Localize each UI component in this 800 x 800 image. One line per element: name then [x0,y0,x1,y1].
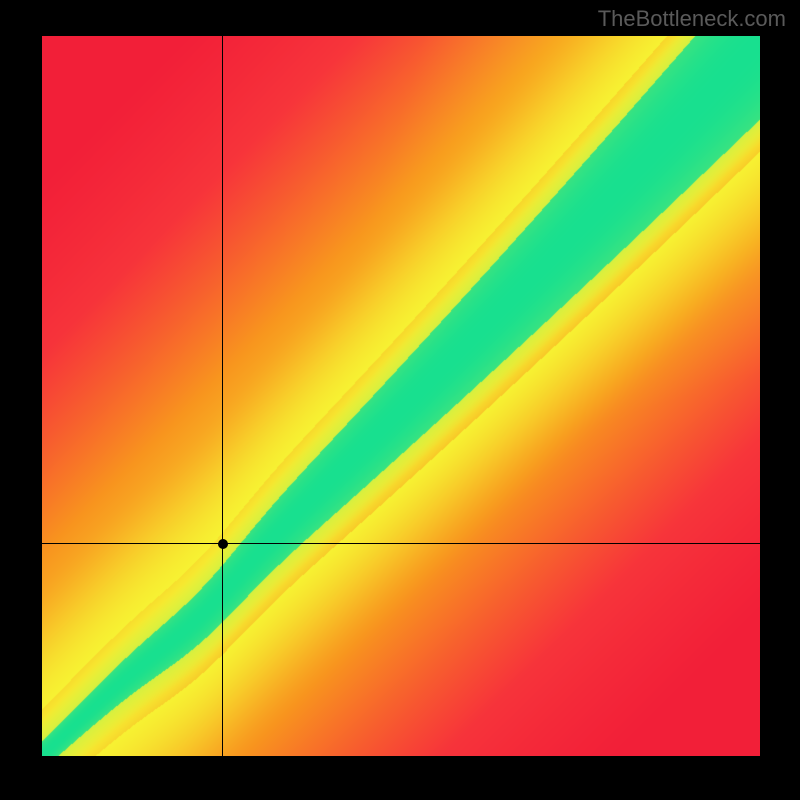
crosshair-horizontal [42,543,760,544]
heatmap-canvas [42,36,760,756]
crosshair-dot [218,539,228,549]
watermark-text: TheBottleneck.com [598,6,786,32]
chart-container: TheBottleneck.com [0,0,800,800]
crosshair-vertical [222,36,223,756]
heatmap-plot [42,36,760,756]
